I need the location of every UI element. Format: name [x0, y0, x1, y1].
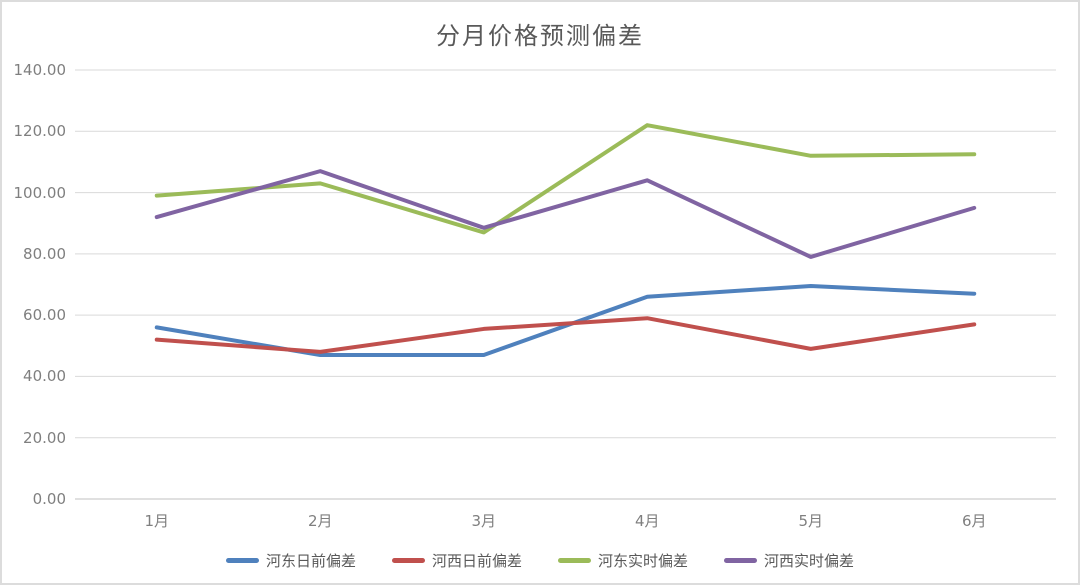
- series-line-2[interactable]: [154, 123, 977, 235]
- legend-marker-icon: [558, 558, 591, 563]
- x-tick-label: 3月: [471, 512, 497, 530]
- series-line-1[interactable]: [154, 316, 977, 354]
- y-tick-label: 120.00: [13, 122, 67, 141]
- y-tick-label: 140.00: [13, 61, 67, 79]
- legend-marker-icon: [724, 558, 758, 563]
- y-tick-label: 40.00: [23, 367, 66, 386]
- legend-item-1[interactable]: 河西日前偏差: [391, 550, 522, 571]
- x-tick-label: 6月: [961, 512, 987, 530]
- legend-label: 河东实时偏差: [598, 552, 689, 570]
- chart-title: 分月价格预测偏差: [436, 22, 644, 50]
- legend-item-0[interactable]: 河东日前偏差: [225, 550, 356, 571]
- series-line-3[interactable]: [154, 169, 977, 259]
- x-tick-label: 1月: [144, 512, 170, 530]
- legend: 河东日前偏差 河西日前偏差 河东实时偏差 河西实时偏差: [2, 550, 1078, 571]
- y-tick-label: 20.00: [23, 428, 66, 447]
- legend-label: 河西实时偏差: [764, 552, 855, 570]
- legend-label: 河西日前偏差: [431, 552, 522, 570]
- x-tick-label: 4月: [634, 512, 660, 530]
- legend-marker-icon: [391, 558, 425, 563]
- legend-label: 河东日前偏差: [265, 552, 356, 570]
- x-tick-label: 5月: [798, 512, 824, 530]
- legend-item-2[interactable]: 河东实时偏差: [558, 550, 688, 571]
- y-tick-label: 60.00: [23, 306, 66, 325]
- y-tick-label: 100.00: [13, 183, 67, 202]
- legend-marker-icon: [225, 558, 259, 563]
- legend-item-3[interactable]: 河西实时偏差: [724, 550, 854, 571]
- y-tick-label: 0.00: [32, 490, 66, 508]
- y-tick-label: 80.00: [23, 244, 66, 263]
- x-tick-label: 2月: [307, 512, 333, 530]
